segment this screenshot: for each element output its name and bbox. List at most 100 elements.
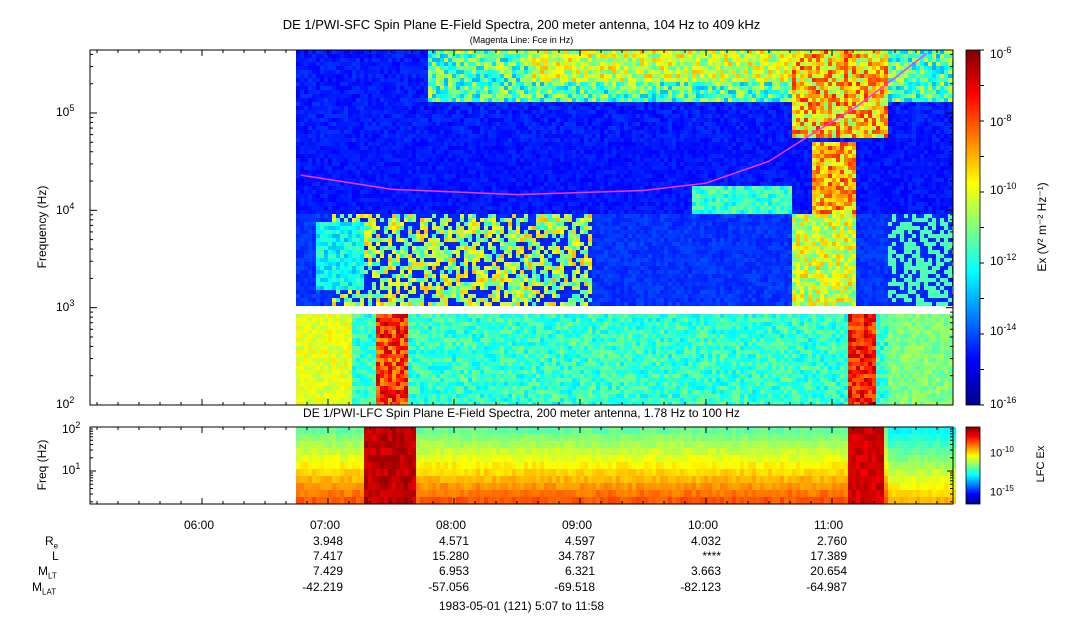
spectrogram-cell — [428, 70, 432, 74]
spectrogram-cell — [424, 62, 428, 66]
spectrogram-cell — [472, 374, 476, 378]
spectrogram-cell — [404, 298, 408, 302]
spectrogram-cell — [468, 94, 472, 98]
spectrogram-cell — [484, 58, 488, 62]
spectrogram-cell — [508, 158, 512, 162]
spectrogram-cell — [484, 350, 488, 354]
spectrogram-cell — [348, 366, 352, 370]
spectrogram-cell — [444, 114, 448, 118]
spectrogram-cell — [496, 122, 500, 126]
spectrogram-cell — [468, 234, 472, 238]
spectrogram-cell — [520, 282, 524, 286]
spectrogram-cell — [360, 358, 364, 362]
spectrogram-cell — [476, 194, 480, 198]
spectrogram-cell — [504, 330, 508, 334]
spectrogram-cell — [396, 362, 400, 366]
spectrogram-cell — [376, 318, 380, 322]
spectrogram-cell — [364, 342, 368, 346]
spectrogram-cell — [496, 338, 500, 342]
spectrogram-cell — [368, 166, 372, 170]
spectrogram-cell — [416, 362, 420, 366]
spectrogram-cell — [408, 202, 412, 206]
spectrogram-cell — [356, 350, 360, 354]
spectrogram-cell — [308, 146, 312, 150]
spectrogram-cell — [344, 390, 348, 394]
spectrogram-cell — [364, 202, 368, 206]
spectrogram-cell — [360, 370, 364, 374]
spectrogram-cell — [464, 298, 468, 302]
spectrogram-cell — [408, 50, 412, 54]
spectrogram-cell — [484, 286, 488, 290]
spectrogram-cell — [492, 94, 496, 98]
spectrogram-cell — [412, 82, 416, 86]
spectrogram-cell — [512, 50, 516, 54]
spectrogram-cell — [356, 266, 360, 270]
spectrogram-cell — [440, 282, 444, 286]
spectrogram-cell — [344, 62, 348, 66]
spectrogram-cell — [336, 330, 340, 334]
spectrogram-cell — [504, 202, 508, 206]
spectrogram-cell — [328, 390, 332, 394]
spectrogram-cell — [388, 342, 392, 346]
spectrogram-cell — [372, 298, 376, 302]
spectrogram-cell — [368, 170, 372, 174]
spectrogram-cell — [348, 350, 352, 354]
spectrogram-cell — [376, 286, 380, 290]
spectrogram-cell — [348, 322, 352, 326]
spectrogram-cell — [360, 138, 364, 142]
spectrogram-cell — [312, 294, 316, 298]
spectrogram-cell — [300, 178, 304, 182]
spectrogram-cell — [432, 326, 436, 330]
spectrogram-cell — [320, 246, 324, 250]
spectrogram-cell — [464, 146, 468, 150]
spectrogram-cell — [400, 266, 404, 270]
spectrogram-cell — [496, 330, 500, 334]
spectrogram-cell — [428, 390, 432, 394]
spectrogram-cell — [392, 326, 396, 330]
spectrogram-cell — [500, 390, 504, 394]
spectrogram-cell — [404, 322, 408, 326]
spectrogram-cell — [484, 230, 488, 234]
spectrogram-cell — [448, 54, 452, 58]
spectrogram-cell — [508, 270, 512, 274]
spectrogram-cell — [436, 330, 440, 334]
spectrogram-cell — [388, 194, 392, 198]
spectrogram-cell — [508, 374, 512, 378]
spectrogram-cell — [356, 382, 360, 386]
spectrogram-cell — [336, 170, 340, 174]
spectrogram-cell — [424, 330, 428, 334]
spectrogram-cell — [408, 222, 412, 226]
spectrogram-cell — [296, 126, 300, 130]
spectrogram-cell — [428, 270, 432, 274]
spectrogram-cell — [348, 370, 352, 374]
spectrogram-cell — [372, 346, 376, 350]
spectrogram-cell — [428, 354, 432, 358]
spectrogram-cell — [428, 266, 432, 270]
spectrogram-cell — [296, 162, 300, 166]
spectrogram-cell — [408, 370, 412, 374]
spectrogram-cell — [372, 334, 376, 338]
spectrogram-cell — [376, 302, 380, 306]
spectrogram-cell — [364, 74, 368, 78]
spectrogram-cell — [416, 370, 420, 374]
spectrogram-cell — [328, 402, 332, 405]
spectrogram-cell — [480, 374, 484, 378]
spectrogram-cell — [300, 198, 304, 202]
spectrogram-cell — [368, 250, 372, 254]
spectrogram-cell — [396, 374, 400, 378]
spectrogram-cell — [484, 210, 488, 214]
spectrogram-cell — [512, 174, 516, 178]
spectrogram-cell — [300, 342, 304, 346]
spectrogram-cell — [416, 66, 420, 70]
spectrogram-cell — [372, 226, 376, 230]
spectrogram-cell — [424, 246, 428, 250]
spectrogram-cell — [488, 262, 492, 266]
spectrogram-cell — [424, 106, 428, 110]
spectrogram-cell — [472, 158, 476, 162]
spectrogram-cell — [512, 398, 516, 402]
spectrogram-cell — [384, 314, 388, 318]
spectrogram-cell — [412, 290, 416, 294]
spectrogram-cell — [312, 266, 316, 270]
spectrogram-cell — [360, 326, 364, 330]
spectrogram-cell — [316, 246, 320, 250]
